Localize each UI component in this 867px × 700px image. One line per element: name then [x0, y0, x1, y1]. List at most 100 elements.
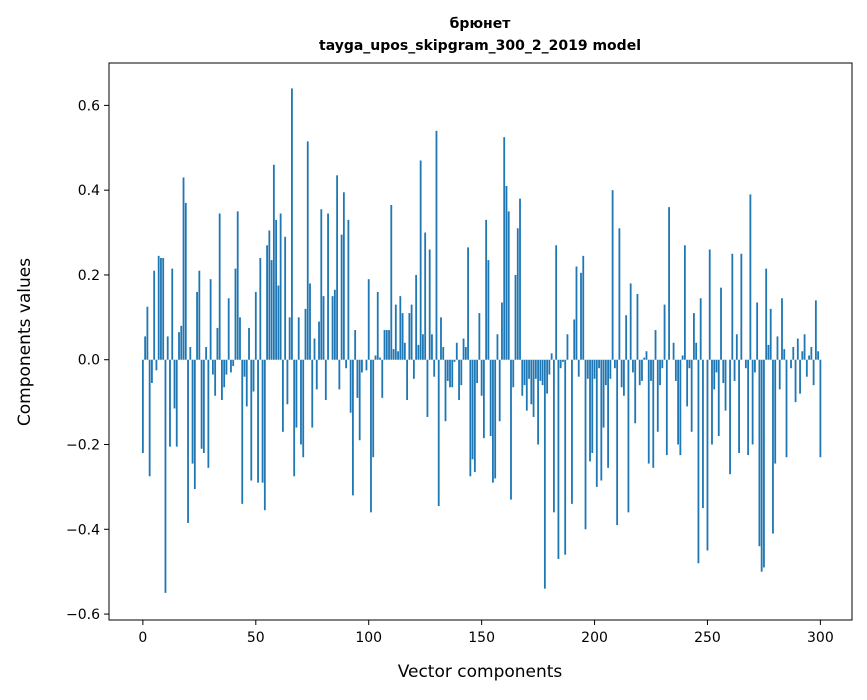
bar: [142, 360, 144, 453]
bar: [792, 347, 794, 360]
bar: [357, 360, 359, 398]
bar: [284, 237, 286, 360]
bar: [734, 360, 736, 381]
bar: [228, 298, 230, 359]
bar: [433, 360, 435, 377]
bar: [467, 247, 469, 359]
bar: [146, 307, 148, 360]
bar: [372, 360, 374, 457]
bar: [783, 349, 785, 360]
bar: [189, 347, 191, 360]
bar: [411, 305, 413, 360]
bar: [754, 360, 756, 373]
bar: [508, 211, 510, 359]
bar: [503, 137, 505, 360]
bar: [325, 360, 327, 400]
bar: [740, 254, 742, 360]
bar: [178, 332, 180, 360]
bar: [420, 160, 422, 359]
bar: [648, 360, 650, 464]
bar: [399, 296, 401, 360]
bar: [293, 360, 295, 477]
y-tick-label: 0.0: [78, 353, 100, 369]
bar: [205, 347, 207, 360]
bar: [555, 245, 557, 359]
bar: [174, 360, 176, 409]
bar: [151, 360, 153, 383]
bar: [469, 360, 471, 477]
bar: [700, 298, 702, 359]
bar: [774, 360, 776, 464]
bar: [465, 347, 467, 360]
bar: [677, 360, 679, 445]
bar: [801, 351, 803, 359]
bar: [639, 360, 641, 385]
bar: [630, 283, 632, 359]
bar: [530, 360, 532, 405]
bar: [580, 273, 582, 360]
bar: [219, 213, 221, 359]
bar: [810, 347, 812, 360]
bar: [497, 334, 499, 359]
bar: [673, 343, 675, 360]
bar: [632, 360, 634, 373]
bar: [350, 360, 352, 413]
bar: [657, 360, 659, 432]
bar: [370, 360, 372, 513]
bar: [167, 336, 169, 359]
bar: [291, 88, 293, 359]
bar: [244, 360, 246, 377]
bar: [628, 360, 630, 513]
bar: [759, 360, 761, 547]
bar: [749, 194, 751, 359]
bar: [738, 360, 740, 453]
bar: [813, 360, 815, 385]
y-tick-label: −0.6: [66, 607, 100, 623]
bar: [596, 360, 598, 487]
bar: [698, 360, 700, 563]
bar: [546, 360, 548, 394]
bar: [298, 317, 300, 359]
y-tick-label: −0.4: [66, 522, 100, 538]
bar: [485, 220, 487, 360]
bar: [318, 322, 320, 360]
bar: [736, 334, 738, 359]
bar: [765, 269, 767, 360]
bar: [650, 360, 652, 381]
chart-title-line1: брюнет: [450, 16, 512, 32]
bar: [327, 213, 329, 359]
bar: [207, 360, 209, 468]
bar: [643, 358, 645, 360]
bar: [214, 360, 216, 396]
bar: [460, 360, 462, 385]
bar: [594, 360, 596, 379]
bar: [239, 317, 241, 359]
y-tick-label: 0.6: [78, 98, 100, 114]
bar: [621, 360, 623, 388]
bar: [567, 334, 569, 359]
bar: [691, 360, 693, 432]
bar: [393, 349, 395, 360]
bar: [302, 360, 304, 457]
bar: [634, 360, 636, 424]
bar: [804, 334, 806, 359]
bar: [815, 300, 817, 359]
bar: [560, 360, 562, 368]
bar: [447, 360, 449, 381]
bar: [646, 351, 648, 359]
bar: [661, 360, 663, 368]
bar: [271, 260, 273, 360]
bar: [492, 360, 494, 483]
bar: [320, 209, 322, 359]
bar: [478, 313, 480, 360]
bar: [203, 360, 205, 453]
bar: [415, 275, 417, 360]
y-tick-label: −0.2: [66, 438, 100, 454]
bar: [524, 360, 526, 385]
bar: [578, 360, 580, 377]
y-axis-label: Components values: [15, 258, 35, 426]
bar: [375, 355, 377, 359]
bar: [747, 360, 749, 455]
bar: [711, 360, 713, 445]
bar: [176, 360, 178, 447]
